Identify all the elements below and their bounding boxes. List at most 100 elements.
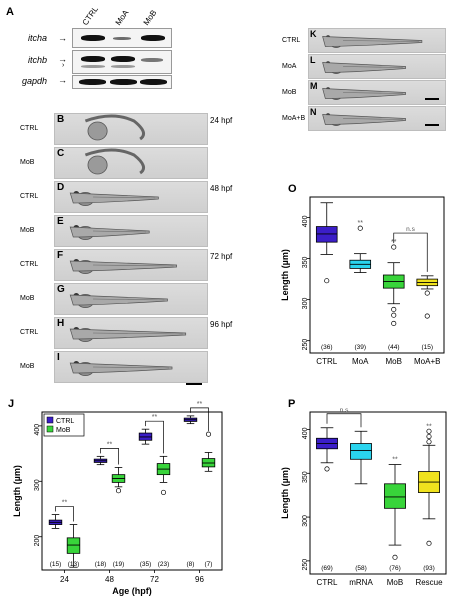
stage-label: 48 hpf (210, 184, 233, 193)
sample-size-label: (35) (140, 561, 152, 568)
sample-size-label: (39) (354, 344, 366, 351)
sample-size-label: (8) (187, 561, 195, 568)
bracket-label: ** (62, 500, 68, 507)
lane-label-mob: MoB (141, 8, 159, 27)
box (66, 537, 81, 554)
panel-letter-a: A (6, 6, 14, 18)
blot-itchb (72, 50, 172, 74)
sample-size-label: (13) (68, 561, 80, 568)
chart-j: 200 300 400 Length (µm) (15) (13) 24 ** (18) (19)… (12, 401, 223, 596)
outlier-point (391, 320, 397, 326)
row-label: MoB (20, 227, 35, 234)
significance-bracket (190, 407, 209, 432)
arrow-icon: → (58, 75, 67, 85)
gene-label-itchb: itchb (28, 55, 48, 65)
significance-bracket (55, 506, 74, 522)
y-tick-label: 350 (302, 471, 309, 483)
row-label: MoB (20, 295, 35, 302)
sample-size-label: (23) (158, 561, 170, 568)
y-tick-label: 300 (302, 298, 309, 310)
outlier-point (391, 312, 397, 318)
y-tick-label: 300 (302, 515, 309, 527)
arrowhead-icon: › (62, 62, 65, 69)
outlier-point (324, 466, 330, 472)
sample-size-label: (18) (95, 561, 107, 568)
panel-letter: F (57, 250, 64, 261)
embryo-photo (54, 181, 208, 213)
embryo-photo (308, 28, 446, 53)
y-tick-label: 250 (302, 339, 309, 351)
panel-letter: E (57, 216, 64, 227)
lane-label-moa: MoA (113, 8, 131, 27)
sample-size-label: (7) (205, 561, 213, 568)
panel-letter: K (310, 29, 317, 39)
panel-letter: M (310, 81, 318, 91)
x-tick-label: 96 (195, 575, 204, 584)
y-axis-label: Length (µm) (12, 465, 22, 517)
stage-label: 72 hpf (210, 252, 233, 261)
bracket-label: n.s (406, 226, 415, 233)
sample-size-label: (15) (50, 561, 62, 568)
embryo-photo (54, 147, 208, 179)
panel-letter: N (310, 107, 317, 117)
x-tick-label: MoB (386, 357, 402, 366)
y-tick-label: 400 (302, 215, 309, 227)
y-axis-label: Length (µm) (280, 249, 290, 301)
outlier-point (391, 244, 397, 250)
significance-bracket (145, 420, 164, 454)
outlier-point (426, 439, 432, 445)
scale-bar (425, 124, 439, 126)
x-tick-label: MoA+B (414, 357, 440, 366)
embryo-photo (308, 80, 446, 105)
legend-box (43, 413, 85, 437)
panel-letter: D (57, 182, 65, 193)
plot-frame (309, 196, 445, 354)
legend-label: CTRL (56, 418, 74, 425)
outlier-point (205, 431, 212, 437)
panel-letter-p: P (288, 398, 296, 410)
row-label: CTRL (282, 37, 301, 44)
bracket-label: n.s (340, 407, 349, 414)
row-label: CTRL (20, 261, 39, 268)
embryo-photo (54, 215, 208, 247)
panel-letter-o: O (288, 183, 297, 195)
scale-bar (425, 98, 439, 100)
outlier-point (426, 428, 432, 434)
sample-size-label: (44) (388, 344, 400, 351)
outlier-point (426, 540, 432, 546)
blot-itcha (72, 28, 172, 48)
legend-swatch (46, 425, 54, 433)
x-tick-label: MoA (352, 357, 369, 366)
box (350, 443, 372, 460)
significance-bracket (326, 413, 362, 428)
panel-letter-j: J (8, 398, 15, 410)
bracket-label: ** (152, 414, 158, 421)
panel-letter: L (310, 55, 316, 65)
row-label: CTRL (20, 125, 39, 132)
row-label: MoB (20, 363, 35, 370)
legend-label: MoB (56, 427, 71, 434)
row-label: MoA (282, 63, 297, 70)
y-tick-label: 400 (302, 427, 309, 439)
x-tick-label: 24 (60, 575, 69, 584)
sample-size-label: (69) (321, 565, 333, 572)
outlier-point (424, 313, 430, 319)
panel-letter: G (57, 284, 65, 295)
row-label: MoB (282, 89, 297, 96)
y-tick-label: 350 (302, 256, 309, 268)
arrow-icon: → (58, 54, 67, 64)
outlier-point (392, 554, 398, 560)
significance-label: ** (358, 220, 364, 227)
outlier-point (424, 290, 430, 296)
x-axis-label: Age (hpf) (112, 586, 152, 596)
x-tick-label: CTRL (316, 357, 337, 366)
panel-letter: H (57, 318, 65, 329)
outlier-point (357, 225, 363, 231)
sample-size-label: (15) (421, 344, 433, 351)
significance-bracket (100, 448, 119, 465)
embryo-photo (54, 249, 208, 281)
embryo-photo (308, 54, 446, 79)
plot-frame (309, 411, 447, 575)
chart-o: 250 300 350 400 Length (µm) (36) CTRL (39) MoA **… (280, 196, 445, 366)
scale-bar (186, 383, 202, 385)
